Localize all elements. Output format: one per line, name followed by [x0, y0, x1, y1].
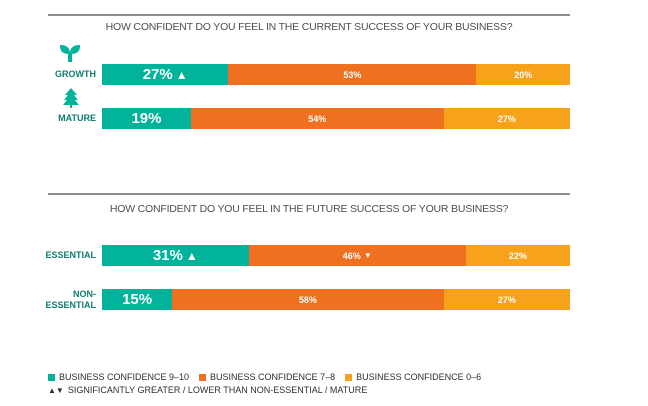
legend-swatch-low — [345, 373, 353, 381]
data-label: 46% — [342, 250, 361, 261]
bar-growth: 27% ▲ 53% 20% — [102, 64, 570, 85]
legend-label: BUSINESS CONFIDENCE 0–6 — [356, 372, 482, 382]
bar-segment: 31% ▲ — [102, 245, 249, 266]
label-line1: NON- — [73, 289, 96, 299]
bar-segment: 15% — [102, 289, 173, 310]
row-label-mature: MATURE — [58, 113, 96, 123]
legend-swatch-mid — [199, 373, 207, 381]
legend-note-text: SIGNIFICANTLY GREATER / LOWER THAN NON-E… — [67, 385, 368, 395]
data-label: 15% — [122, 291, 153, 308]
data-label: 31% — [152, 247, 183, 264]
bar-segment: 27% — [443, 289, 570, 310]
data-label: 27% — [142, 66, 173, 83]
chart-title-future: HOW CONFIDENT DO YOU FEEL IN THE FUTURE … — [109, 203, 509, 215]
bar-segment: 20% — [476, 64, 570, 85]
data-label: 19% — [131, 110, 162, 127]
row-label-essential: ESSENTIAL — [45, 250, 96, 260]
up-down-triangle-icons: ▲▼ — [48, 385, 64, 395]
bar-segment: 54% — [190, 108, 444, 129]
triangle-up-icon: ▲ — [175, 67, 188, 82]
sprout-icon — [60, 44, 80, 62]
bar-segment: 22% — [466, 245, 570, 266]
data-label: 27% — [497, 294, 516, 305]
triangle-down-icon: ▼ — [363, 251, 372, 260]
data-label: 54% — [308, 113, 327, 124]
legend-label: BUSINESS CONFIDENCE 9–10 — [59, 372, 190, 382]
bar-segment: 27% — [443, 108, 570, 129]
data-label: 20% — [514, 69, 533, 80]
chart-title-current: HOW CONFIDENT DO YOU FEEL IN THE CURRENT… — [105, 21, 513, 33]
bar-segment: 53% — [228, 64, 477, 85]
bar-segment: 19% — [102, 108, 191, 129]
bar-mature: 19% 54% 27% — [102, 108, 570, 129]
bar-segment: 46% ▼ — [248, 245, 466, 266]
data-label: 53% — [343, 69, 362, 80]
bar-segment: 27% ▲ — [102, 64, 229, 85]
legend-label: BUSINESS CONFIDENCE 7–8 — [210, 372, 336, 382]
triangle-up-icon: ▲ — [185, 248, 198, 263]
tree-icon — [63, 88, 79, 108]
divider-middle — [48, 193, 570, 195]
legend-swatch-high — [48, 373, 55, 381]
label-line2: ESSENTIAL — [45, 300, 96, 310]
data-label: 22% — [508, 250, 527, 261]
row-label-non-essential: NON- ESSENTIAL — [45, 289, 96, 311]
legend: BUSINESS CONFIDENCE 9–10 BUSINESS CONFID… — [48, 372, 481, 382]
legend-note: ▲▼ SIGNIFICANTLY GREATER / LOWER THAN NON… — [48, 385, 367, 395]
bar-non-essential: 15% 58% 27% — [102, 289, 570, 310]
bar-essential: 31% ▲ 46% ▼ 22% — [102, 245, 570, 266]
data-label: 58% — [298, 294, 317, 305]
data-label: 27% — [497, 113, 516, 124]
divider-top — [48, 14, 570, 16]
row-label-growth: GROWTH — [55, 69, 96, 79]
bar-segment: 58% — [172, 289, 444, 310]
